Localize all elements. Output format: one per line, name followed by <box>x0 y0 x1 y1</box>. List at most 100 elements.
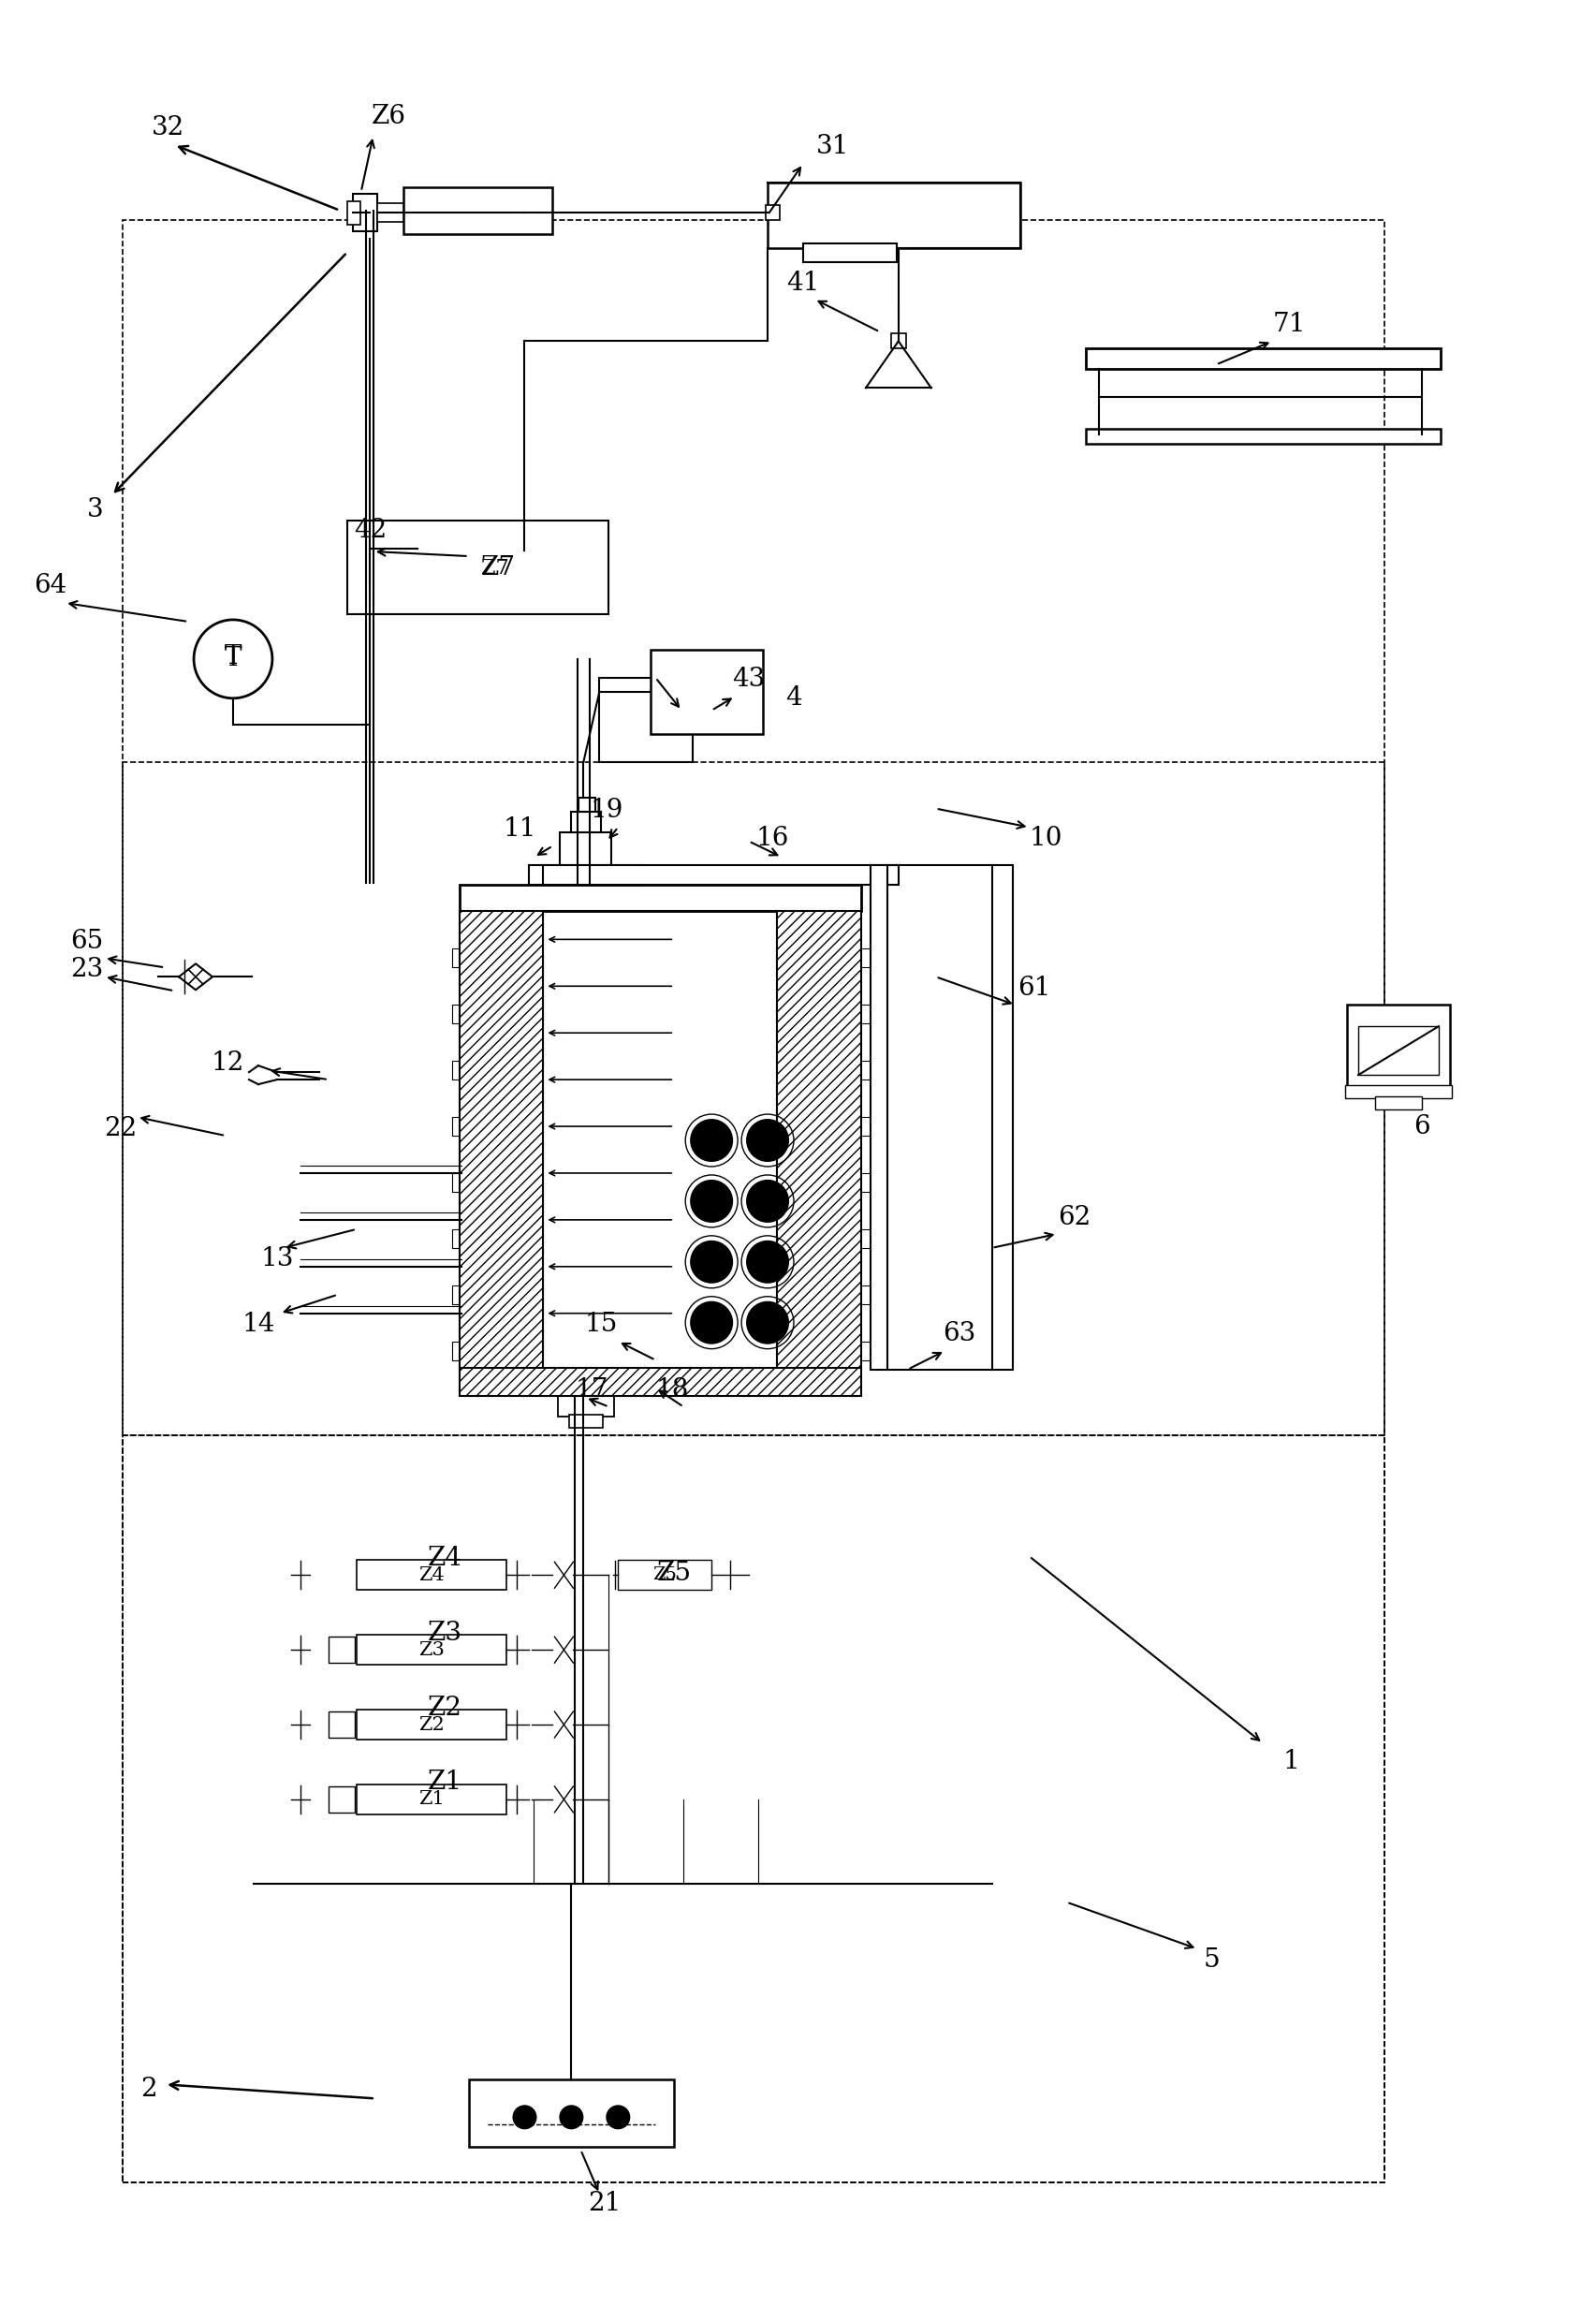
Bar <box>452 1116 463 1137</box>
Bar <box>1358 1026 1438 1075</box>
Text: Z4: Z4 <box>418 1566 444 1584</box>
Bar <box>452 1005 463 1024</box>
Bar <box>468 2080 674 2147</box>
Circle shape <box>747 1303 788 1342</box>
Bar <box>460 911 543 1370</box>
Bar <box>1347 1005 1449 1088</box>
Circle shape <box>691 1303 731 1342</box>
Text: 13: 13 <box>260 1248 294 1271</box>
Bar <box>353 194 377 231</box>
Bar <box>356 1561 506 1591</box>
Bar <box>766 205 779 219</box>
Text: Z6: Z6 <box>372 104 407 129</box>
Text: Z3: Z3 <box>428 1621 463 1646</box>
Circle shape <box>747 1121 788 1160</box>
Bar <box>598 678 693 761</box>
Bar <box>891 334 905 348</box>
Bar <box>123 761 1384 1434</box>
Bar <box>417 565 436 583</box>
Text: 15: 15 <box>584 1312 618 1337</box>
Bar <box>412 567 423 579</box>
Bar <box>356 1785 506 1815</box>
Bar <box>560 832 611 865</box>
Bar <box>859 948 870 969</box>
Text: 18: 18 <box>656 1377 688 1402</box>
Text: 63: 63 <box>942 1321 975 1347</box>
Bar <box>460 886 860 911</box>
Circle shape <box>691 1241 731 1282</box>
Bar <box>570 1414 603 1427</box>
Circle shape <box>691 1121 731 1160</box>
Circle shape <box>514 2105 536 2128</box>
Text: 4: 4 <box>785 685 801 710</box>
Bar <box>768 182 1020 247</box>
Bar <box>859 1116 870 1137</box>
Bar <box>543 911 777 1370</box>
Bar <box>859 1061 870 1079</box>
Text: Z5: Z5 <box>656 1561 691 1587</box>
Bar <box>452 948 463 969</box>
Bar <box>1374 1095 1420 1109</box>
Bar <box>543 865 899 886</box>
Text: 71: 71 <box>1272 311 1306 337</box>
Text: 61: 61 <box>1017 975 1050 1001</box>
Text: 23: 23 <box>70 957 104 982</box>
Bar <box>452 1342 463 1361</box>
Text: Z2: Z2 <box>428 1695 463 1720</box>
Bar <box>452 1229 463 1248</box>
Bar <box>402 187 552 233</box>
Bar <box>1344 1086 1451 1098</box>
Text: 11: 11 <box>503 816 536 842</box>
Bar <box>329 1711 354 1739</box>
Bar <box>1085 429 1440 445</box>
Bar <box>618 1561 712 1591</box>
Bar <box>452 1284 463 1303</box>
Bar <box>859 1229 870 1248</box>
Text: 62: 62 <box>1057 1206 1090 1231</box>
Bar <box>123 219 1384 2181</box>
Bar <box>377 203 402 221</box>
Text: 42: 42 <box>354 517 386 542</box>
Bar <box>346 521 608 613</box>
Text: 14: 14 <box>241 1312 275 1337</box>
Bar <box>528 865 642 886</box>
Text: 3: 3 <box>86 496 104 521</box>
Bar <box>460 1367 860 1395</box>
Text: 2: 2 <box>140 2075 156 2101</box>
Bar <box>859 1174 870 1192</box>
Text: 32: 32 <box>152 115 184 141</box>
Text: Z4: Z4 <box>428 1545 463 1570</box>
Bar <box>329 1637 354 1663</box>
Bar <box>356 1635 506 1665</box>
Text: 12: 12 <box>211 1049 244 1075</box>
Bar <box>571 812 602 832</box>
Bar <box>859 1342 870 1361</box>
Bar <box>870 865 887 1370</box>
Bar <box>123 1434 1384 2181</box>
Circle shape <box>747 1181 788 1222</box>
Text: Z7: Z7 <box>480 558 508 579</box>
Text: 21: 21 <box>587 2191 621 2216</box>
Text: 17: 17 <box>575 1377 608 1402</box>
Text: 5: 5 <box>1202 1949 1219 1972</box>
Bar <box>859 1284 870 1303</box>
Text: T: T <box>225 646 241 671</box>
Text: 31: 31 <box>816 134 849 159</box>
Bar <box>578 798 595 812</box>
Bar <box>859 1005 870 1024</box>
Text: Z1: Z1 <box>428 1771 463 1794</box>
Bar <box>1085 348 1440 369</box>
Bar <box>777 911 860 1370</box>
Circle shape <box>560 2105 583 2128</box>
Text: Z1: Z1 <box>418 1789 444 1808</box>
Bar <box>329 1787 354 1813</box>
Text: 22: 22 <box>104 1116 137 1141</box>
Bar <box>803 242 895 263</box>
Text: 65: 65 <box>70 929 104 955</box>
Text: 64: 64 <box>34 574 67 600</box>
Circle shape <box>606 2105 629 2128</box>
Circle shape <box>747 1241 788 1282</box>
Circle shape <box>691 1181 731 1222</box>
Bar <box>991 865 1012 1370</box>
Text: 16: 16 <box>755 826 788 851</box>
